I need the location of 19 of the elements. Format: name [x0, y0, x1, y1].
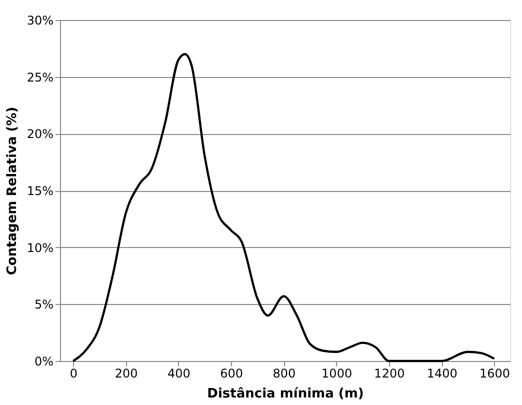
x-tick-label: 0: [70, 366, 78, 380]
y-tick-label: 30%: [26, 14, 54, 28]
y-tick-label: 20%: [26, 127, 54, 142]
x-tick-label: 800: [272, 366, 296, 380]
y-tick-label: 15%: [26, 184, 54, 198]
y-tick-label: 5%: [34, 298, 54, 312]
x-tick-label: 400: [167, 366, 190, 380]
x-tick-label: 1400: [426, 366, 458, 380]
x-tick-label: 1200: [374, 366, 405, 380]
line-series: [72, 53, 496, 362]
x-tick-label: 1600: [479, 366, 510, 380]
x-tick-label: 200: [114, 366, 138, 380]
y-axis-title: Contagem Relativa (%): [4, 106, 20, 276]
y-tick-label: 10%: [26, 240, 54, 255]
x-tick-label: 600: [220, 366, 244, 380]
y-tick-label: 25%: [26, 70, 54, 84]
x-tick-label: 1000: [322, 366, 352, 380]
y-tick-label: 0%: [34, 354, 54, 368]
x-axis-title: Distância mínima (m): [207, 386, 364, 402]
